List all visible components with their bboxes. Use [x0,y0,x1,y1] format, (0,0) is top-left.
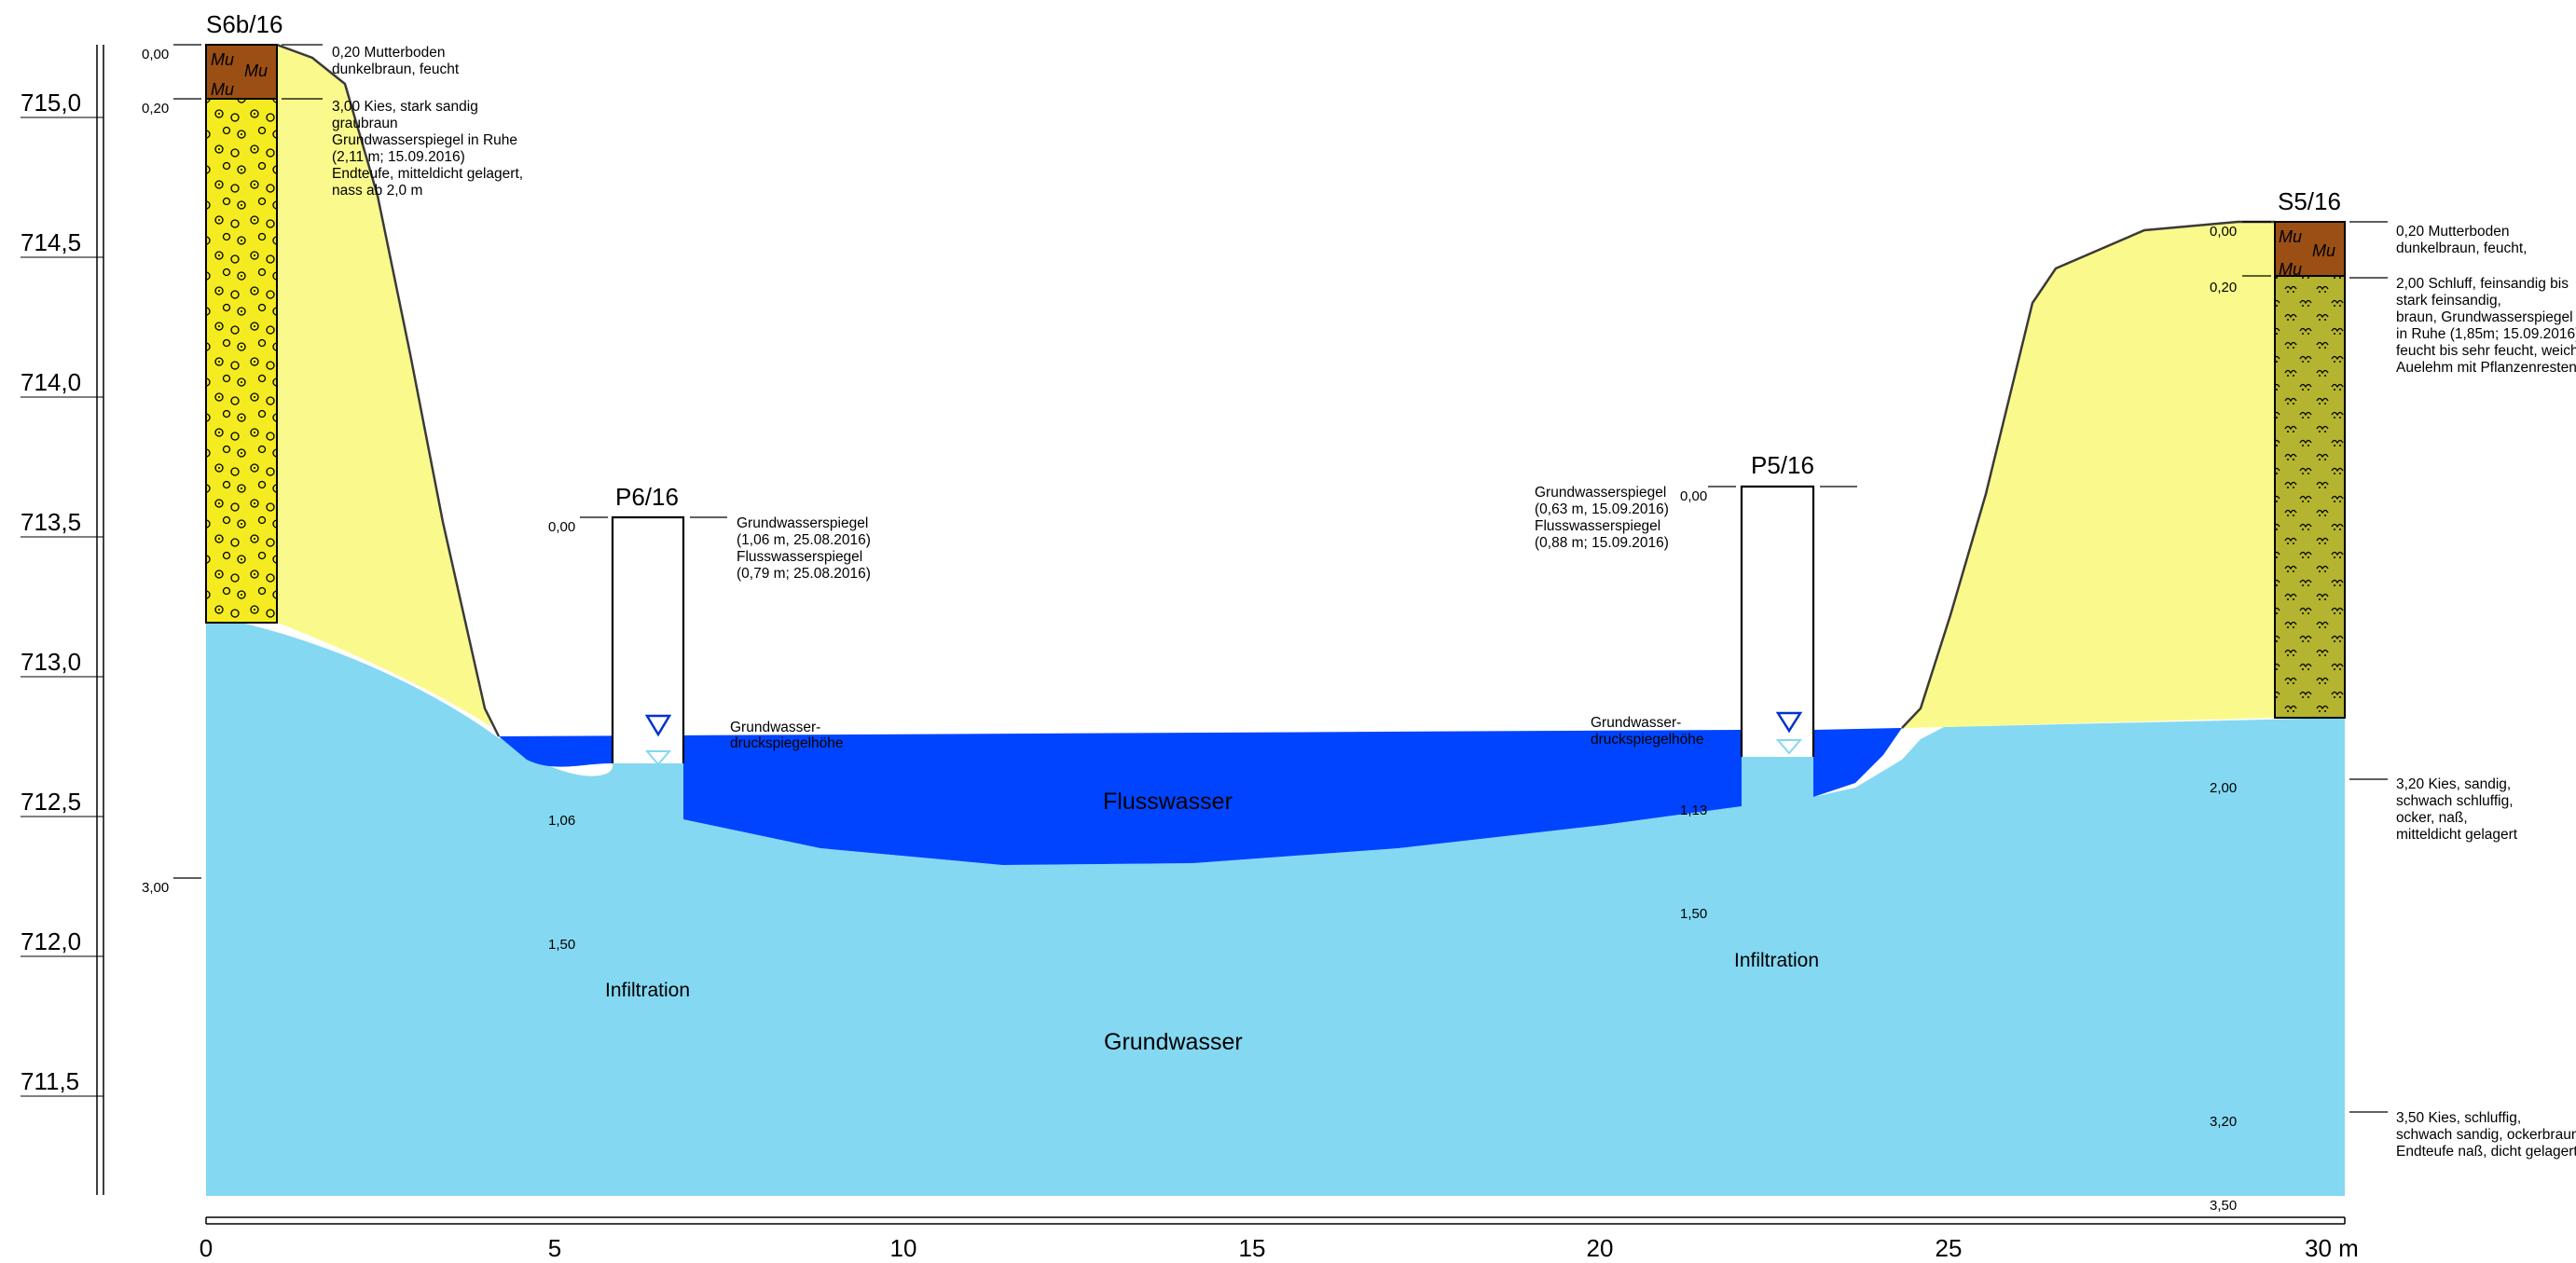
elev-label: 712,5 [21,788,81,816]
elev-label: 712,0 [21,927,81,955]
river-label: Flusswasser [1103,789,1233,815]
svg-text:Mu: Mu [211,80,234,99]
piezometer-title: P6/16 [615,483,679,511]
distance-label: 30 m [2305,1234,2359,1262]
depth-label: 1,13 [1680,803,1707,818]
layer-description: 0,20 Mutterboden dunkelbraun, feucht [332,45,460,77]
depth-label: 0,00 [1680,488,1707,504]
depth-label: 3,00 [142,880,169,896]
depth-label: 1,50 [548,937,575,953]
distance-label: 15 [1239,1234,1266,1262]
elev-label: 714,5 [21,228,81,256]
svg-text:Mu: Mu [211,50,234,69]
svg-text:Mu: Mu [244,62,268,80]
depth-label: 3,50 [2210,1198,2237,1214]
distance-label: 10 [890,1234,917,1262]
depth-label: 0,00 [2210,224,2237,240]
pressure-label: Grundwasser- druckspiegelhöhe [1591,715,1704,748]
svg-text:Mu: Mu [2312,241,2335,260]
silt-layer [2274,275,2346,719]
river-level-marker [644,750,672,766]
depth-label: 2,00 [2210,780,2237,796]
depth-label: 3,20 [2210,1114,2237,1130]
depth-label: 0,20 [2210,280,2237,295]
distance-label: 5 [548,1234,561,1262]
elev-label: 713,0 [21,648,81,676]
depth-label: 1,50 [1680,906,1707,922]
elev-label: 713,5 [21,508,81,536]
groundwater-label: Grundwasser [1104,1029,1243,1055]
distance-label: 20 [1587,1234,1614,1262]
river-zone [499,728,1902,865]
depth-label: 0,00 [548,519,575,535]
layer-description: 3,50 Kies, schluffig, schwach sandig, oc… [2396,1110,2576,1160]
groundwater-level-marker [644,714,672,737]
left-bank-fill [277,45,491,727]
borehole-title: S6b/16 [206,10,282,38]
depth-label: 0,00 [142,47,169,62]
layer-description: 2,00 Schluff, feinsandig bis stark feins… [2396,276,2576,376]
piezometer-note: Grundwasserspiegel (0,63 m, 15.09.2016) … [1535,485,1673,551]
elev-label: 715,0 [21,89,81,117]
infiltration-label: Infiltration [1734,950,1819,971]
left-bank-surface [276,43,501,737]
borehole-title: S5/16 [2278,187,2341,215]
layer-description: 0,20 Mutterboden dunkelbraun, feucht, [2396,224,2527,256]
infiltration-label: Infiltration [605,980,690,1001]
right-bank-surface [1901,220,2275,729]
borehole-s5: Mu Mu Mu S5/16 0,00 0,20 2,00 3,20 3,50 … [2210,187,2576,1214]
elev-label: 714,0 [21,368,81,396]
right-bank-fill [1902,222,2275,728]
piezometer-p6: P6/16 0,00 1,06 1,50 Grundwasserspiegel … [548,483,875,1001]
elevation-axis: 715,0 714,5 714,0 713,5 713,0 712,5 712,… [21,45,104,1195]
piezometer-p5: P5/16 0,00 1,13 1,50 Grundwasserspiegel … [1535,451,1857,971]
layer-description: 3,00 Kies, stark sandig graubraun Grundw… [332,99,527,199]
distance-label: 0 [200,1234,213,1262]
distance-label: 25 [1935,1234,1963,1262]
depth-label: 0,20 [142,101,169,117]
pressure-label: Grundwasser- druckspiegelhöhe [730,720,844,751]
topsoil-layer [205,44,278,100]
gravel-layer [205,98,278,624]
piezometer-note: Grundwasserspiegel (1,06 m, 25.08.2016) … [737,515,875,582]
groundwater-level-marker [1775,711,1803,734]
borehole-s6b: Mu Mu Mu S6b/16 0,00 0,20 3,00 0,20 Mutt… [142,10,527,896]
distance-axis: 0 5 10 15 20 25 30 m [200,1216,2359,1262]
depth-label: 1,06 [548,813,575,829]
svg-text:Mu: Mu [2279,260,2302,279]
svg-text:Mu: Mu [2279,227,2302,246]
river-level-marker [1775,739,1803,755]
piezometer-title: P5/16 [1751,451,1814,479]
elev-label: 711,5 [21,1067,79,1095]
layer-description: 3,20 Kies, sandig, schwach schluffig, oc… [2396,776,2518,843]
topsoil-layer [2274,221,2346,277]
